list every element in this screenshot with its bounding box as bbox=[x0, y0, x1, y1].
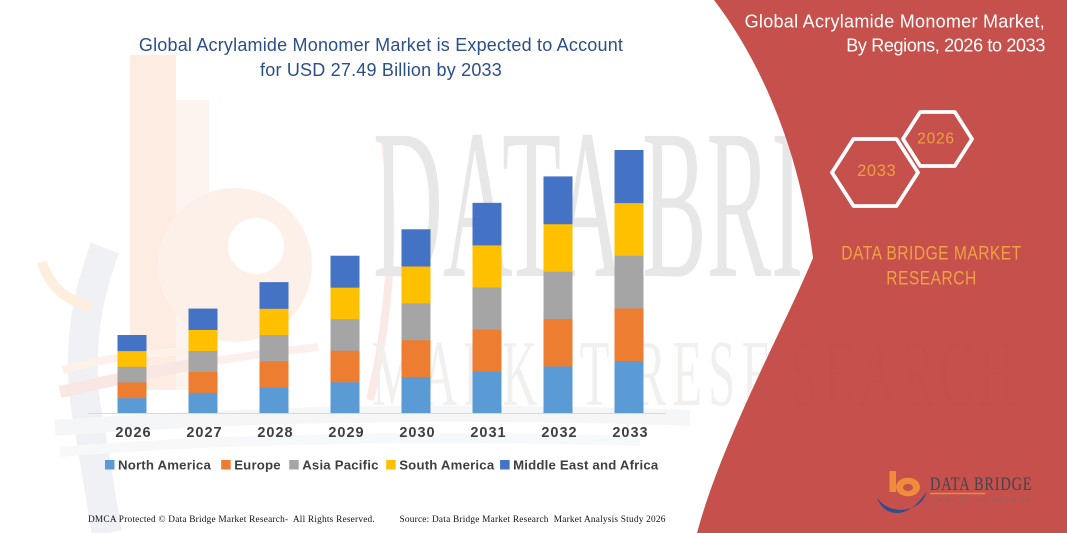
svg-text:2028: 2028 bbox=[257, 425, 293, 441]
svg-text:North America: North America bbox=[118, 458, 211, 473]
svg-text:2031: 2031 bbox=[470, 425, 506, 441]
svg-text:DMCA Protected © Data Bridge M: DMCA Protected © Data Bridge Market Rese… bbox=[88, 514, 375, 525]
svg-text:MARKET RESEARCH: MARKET RESEARCH bbox=[931, 499, 1034, 505]
svg-text:for USD 27.49 Billion by 2033: for USD 27.49 Billion by 2033 bbox=[260, 60, 502, 80]
svg-text:Global Acrylamide Monomer Mark: Global Acrylamide Monomer Market is Expe… bbox=[139, 35, 623, 55]
svg-text:2026: 2026 bbox=[917, 131, 955, 148]
svg-text:Global Acrylamide Monomer Mark: Global Acrylamide Monomer Market, bbox=[745, 12, 1045, 32]
svg-text:MARKET RESE: MARKET RESE bbox=[372, 322, 778, 426]
svg-text:Source: Data Bridge Market Res: Source: Data Bridge Market Research Mark… bbox=[400, 515, 666, 525]
svg-text:Asia Pacific: Asia Pacific bbox=[302, 458, 378, 473]
svg-text:2033: 2033 bbox=[612, 425, 648, 441]
svg-text:By Regions, 2026 to 2033: By Regions, 2026 to 2033 bbox=[846, 36, 1045, 56]
svg-text:SEARCH: SEARCH bbox=[790, 322, 1020, 426]
svg-text:2033: 2033 bbox=[857, 162, 896, 180]
svg-text:2026: 2026 bbox=[115, 425, 151, 441]
svg-text:2030: 2030 bbox=[399, 425, 435, 441]
svg-text:DATA BRIDGE MARKET: DATA BRIDGE MARKET bbox=[841, 242, 1021, 264]
svg-text:2029: 2029 bbox=[328, 425, 364, 441]
svg-text:2032: 2032 bbox=[541, 425, 577, 441]
svg-text:Middle East and Africa: Middle East and Africa bbox=[513, 458, 659, 473]
svg-text:DATA BRI: DATA BRI bbox=[373, 85, 803, 322]
svg-text:South America: South America bbox=[399, 458, 495, 473]
svg-text:2027: 2027 bbox=[186, 425, 222, 441]
svg-text:DATA BRIDGE: DATA BRIDGE bbox=[930, 473, 1032, 494]
svg-text:RESEARCH: RESEARCH bbox=[886, 267, 976, 289]
svg-text:Europe: Europe bbox=[234, 458, 281, 473]
